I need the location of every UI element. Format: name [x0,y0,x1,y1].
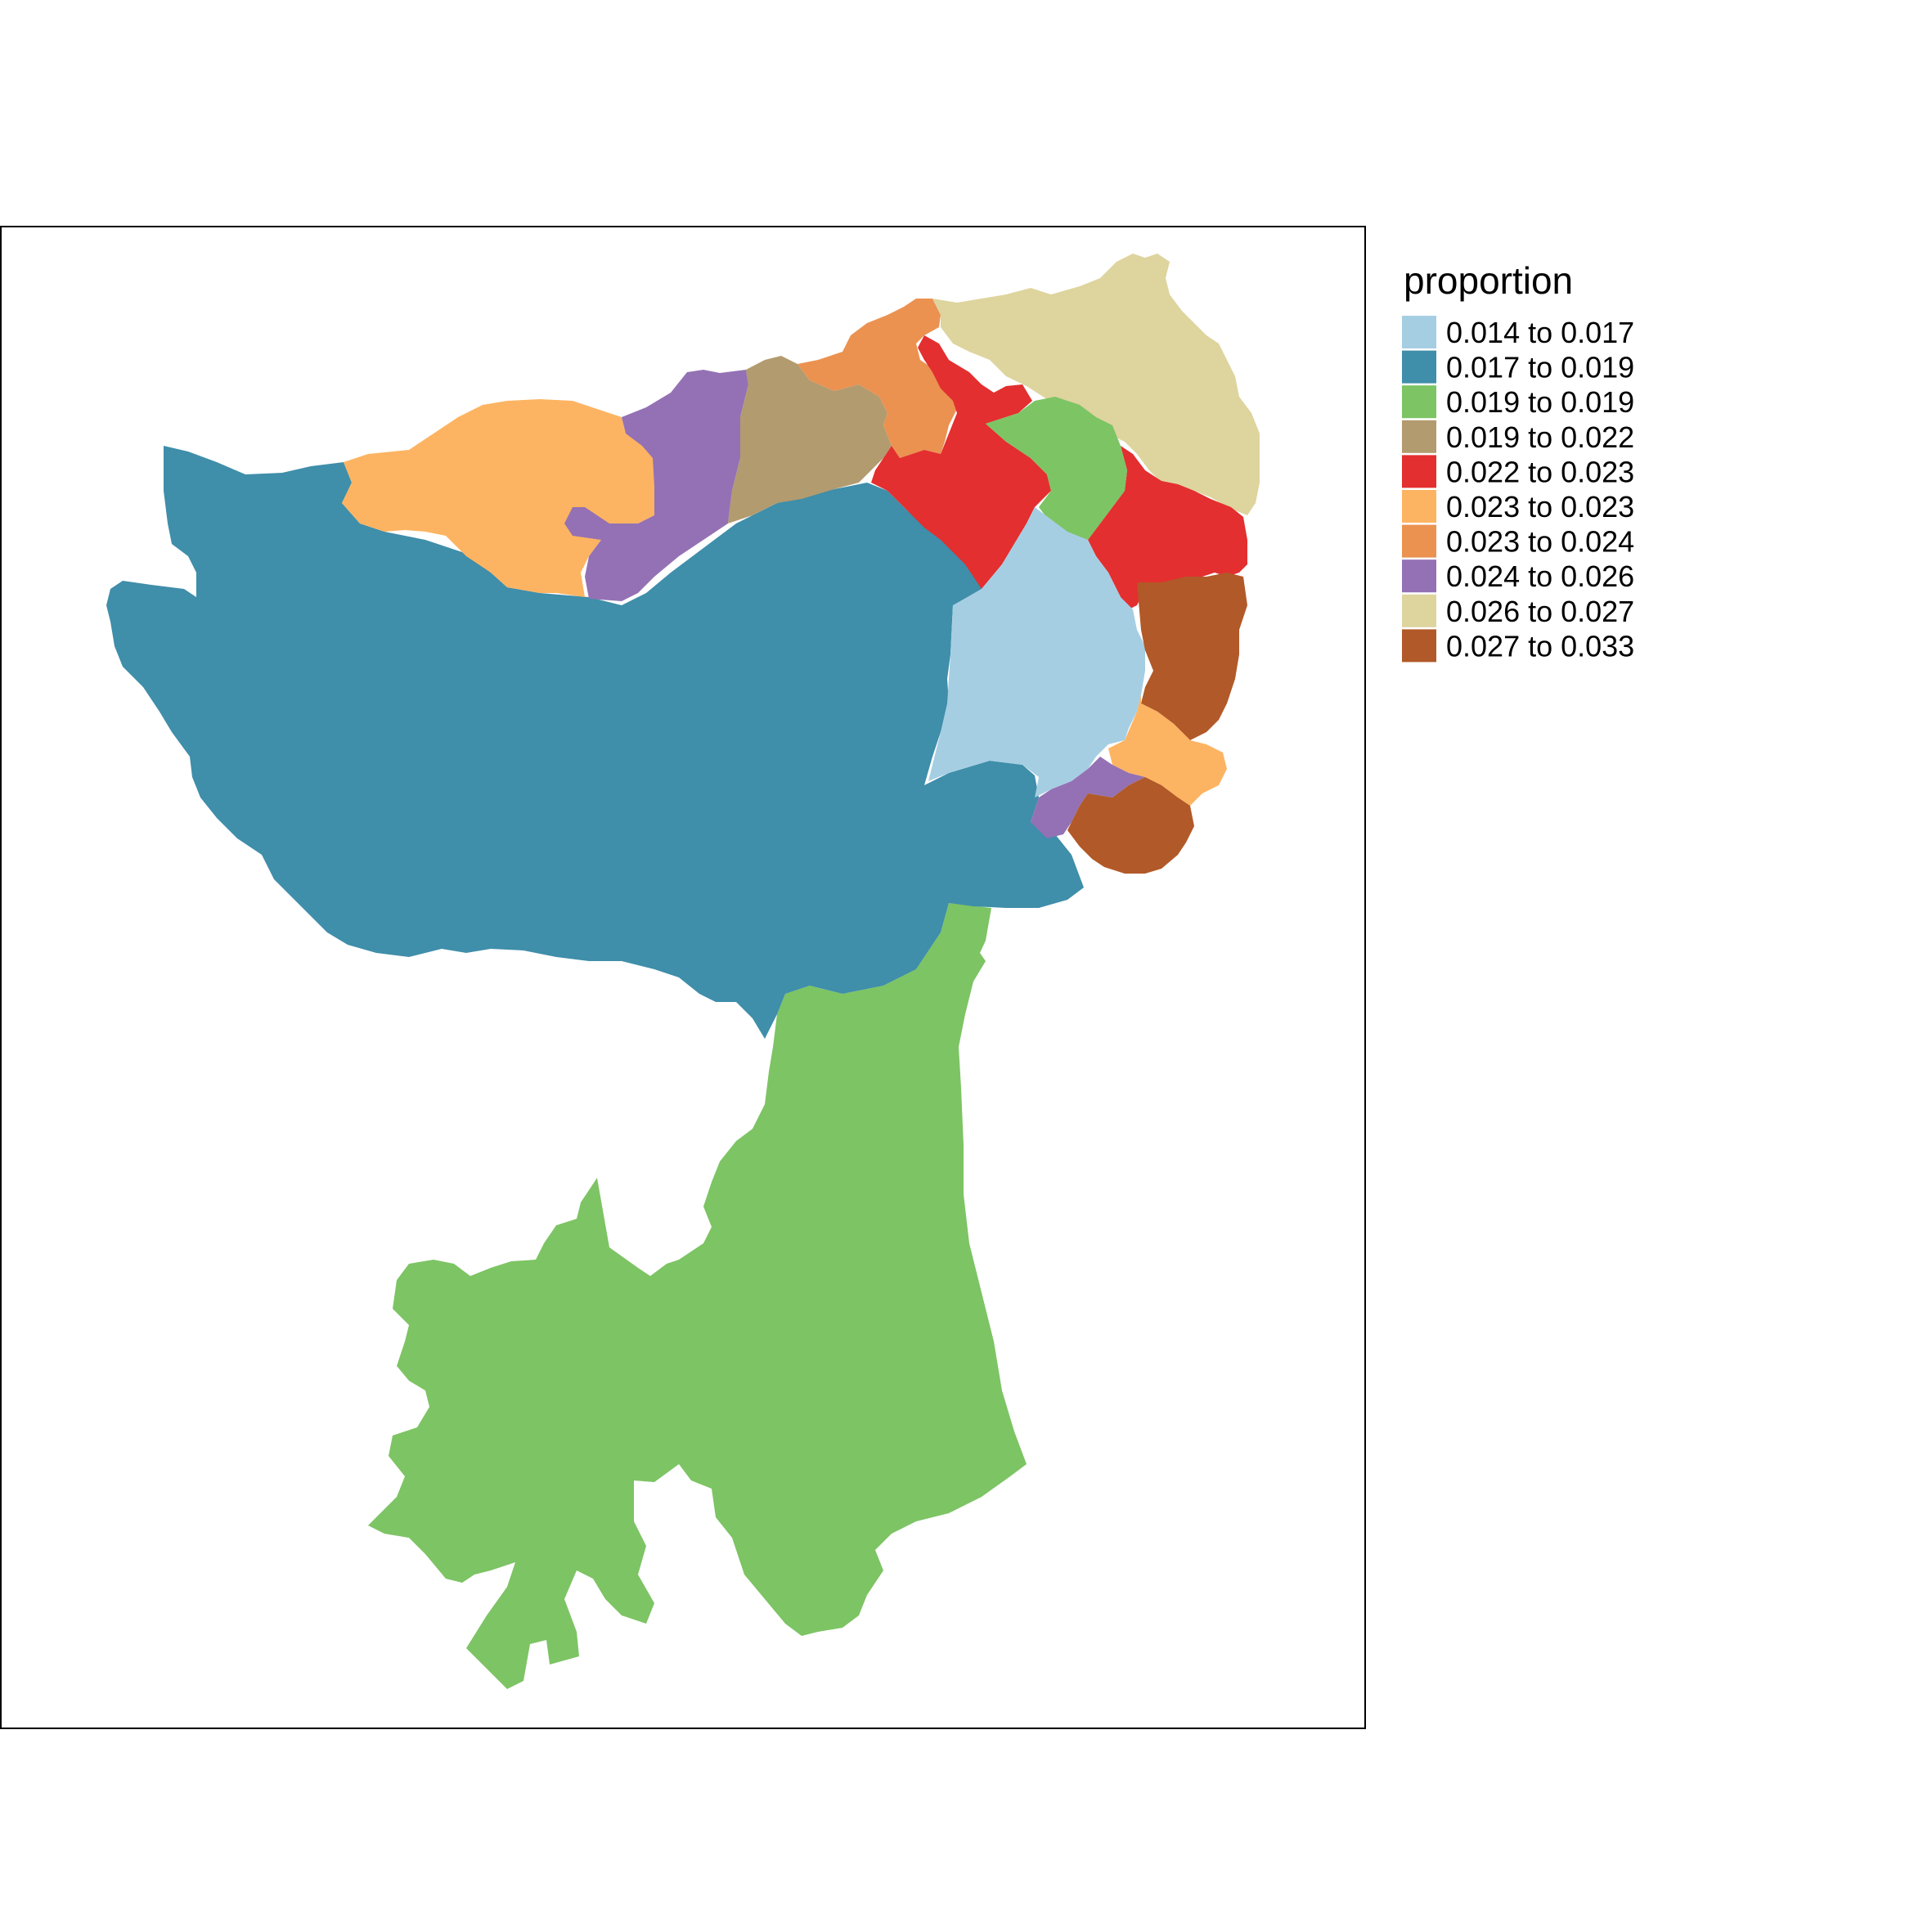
region-south-large[interactable] [368,903,1027,1689]
legend-title: proportion [1404,259,1573,302]
region-central-green[interactable] [986,397,1127,540]
legend-label: 0.019 to 0.022 [1446,420,1634,454]
legend-label: 0.023 to 0.024 [1446,525,1634,559]
legend-swatch [1402,559,1436,593]
region-east-purple[interactable] [1031,757,1145,838]
region-north-purple[interactable] [564,370,748,601]
region-north-west-orange[interactable] [342,399,654,597]
region-north-east-cream[interactable] [932,254,1260,515]
legend-label: 0.014 to 0.017 [1446,316,1634,349]
legend-label: 0.019 to 0.019 [1446,385,1634,419]
region-south-east-brown[interactable] [1067,777,1194,874]
legend-label: 0.026 to 0.027 [1446,595,1634,628]
legend-label: 0.023 to 0.023 [1446,490,1634,523]
legend-label: 0.027 to 0.033 [1446,629,1634,663]
legend-label: 0.022 to 0.023 [1446,455,1634,488]
region-east-red[interactable] [1088,446,1247,609]
legend-swatch [1402,524,1436,558]
legend-swatch [1402,420,1436,453]
region-north-orange[interactable] [798,299,973,458]
map-regions [106,254,1260,1689]
legend-label: 0.017 to 0.019 [1446,351,1634,384]
legend-swatch [1402,629,1436,663]
region-east-orange[interactable] [1108,695,1227,806]
region-north-east-red[interactable] [871,335,1051,589]
region-central-light-blue[interactable] [928,507,1145,798]
legend-swatch [1402,490,1436,523]
legend-swatch [1402,316,1436,348]
legend-swatch [1402,350,1436,384]
region-east-brown-upper[interactable] [1137,573,1247,740]
region-north-tan[interactable] [728,356,892,523]
legend-swatch [1402,455,1436,488]
legend-swatch [1402,385,1436,419]
legend-swatch [1402,594,1436,627]
region-west-large[interactable] [106,446,1084,1039]
legend-label: 0.024 to 0.026 [1446,559,1634,593]
